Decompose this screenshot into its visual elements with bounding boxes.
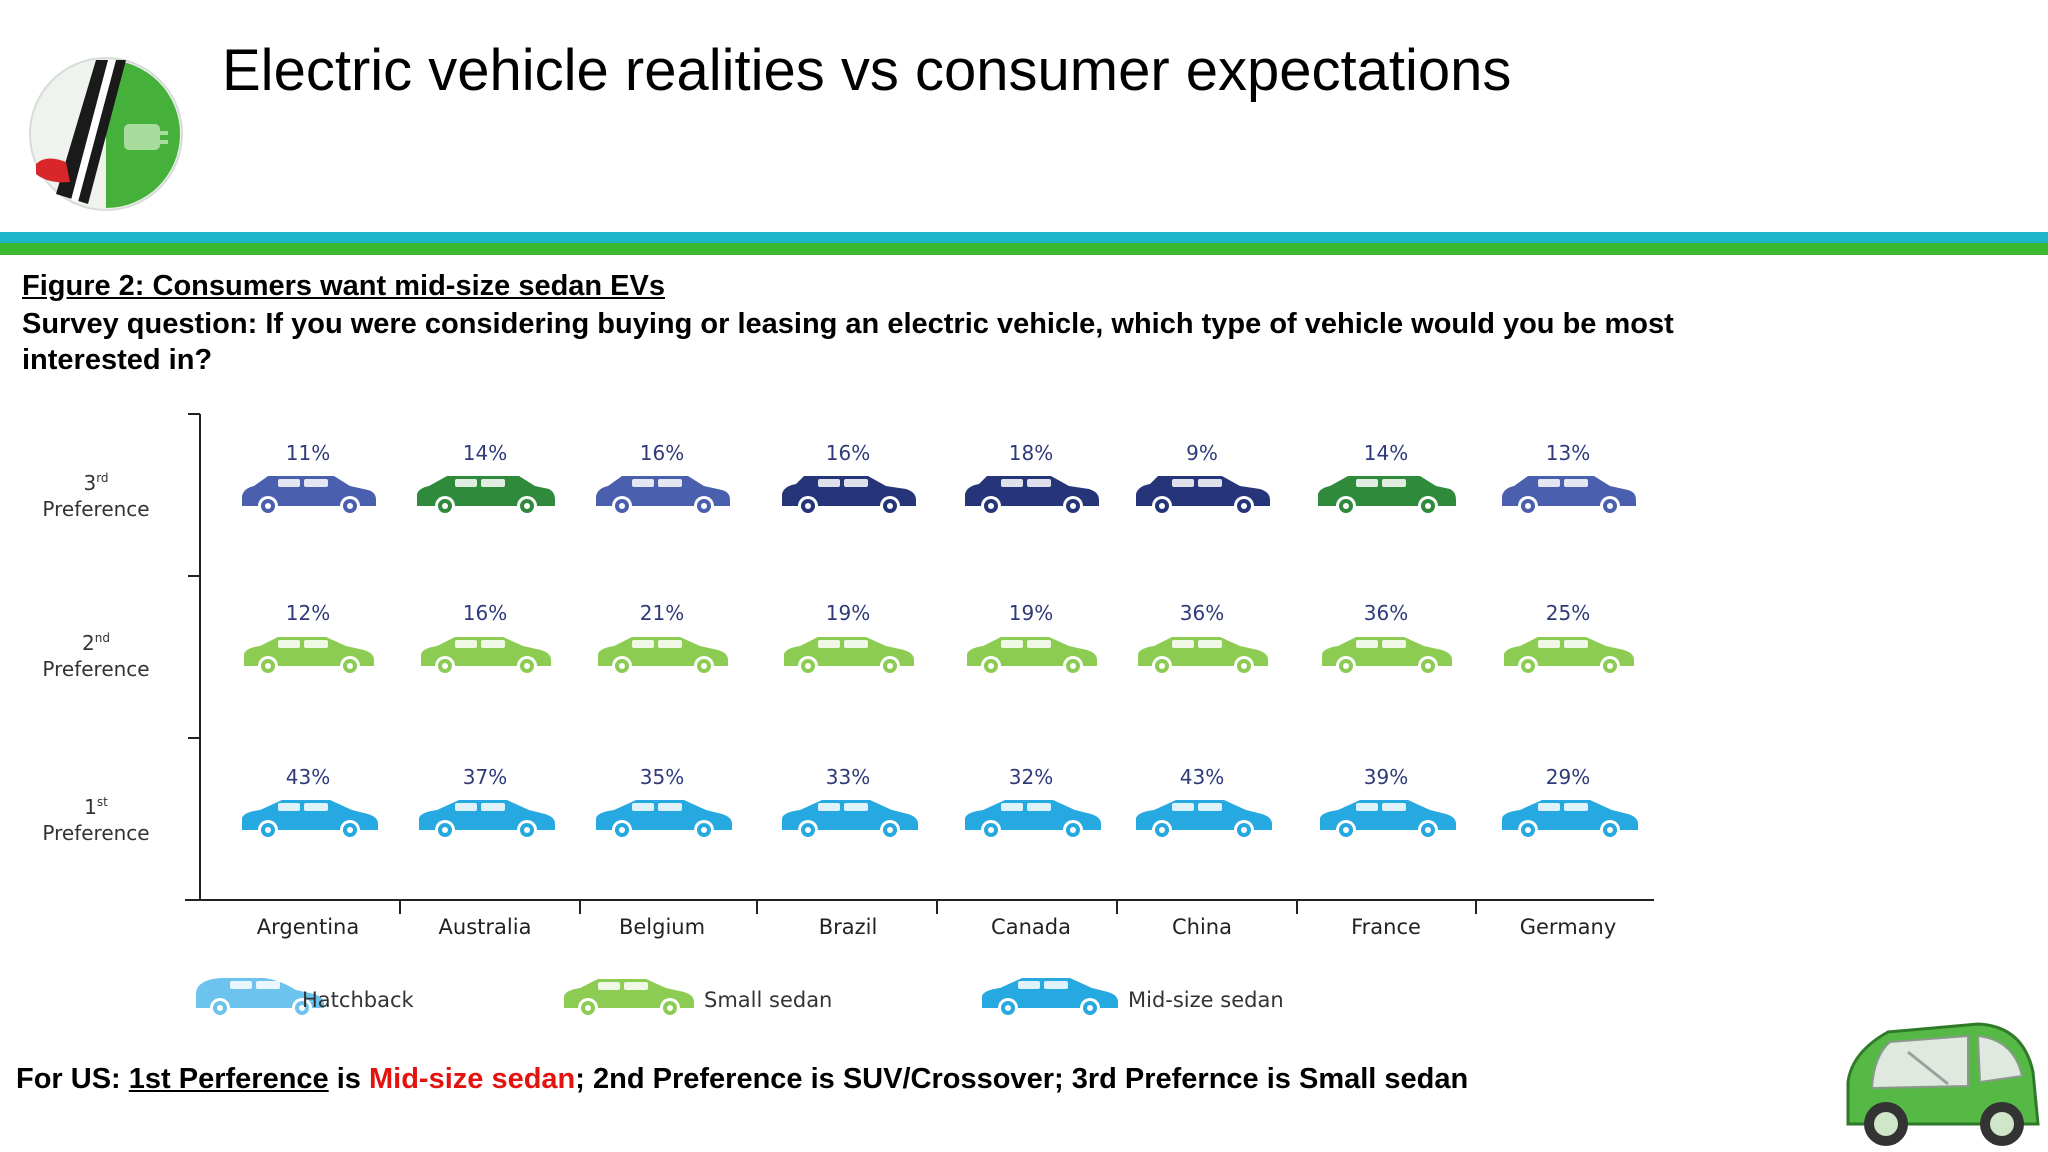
header-divider-green: [0, 243, 2048, 255]
survey-question: Survey question: If you were considering…: [22, 308, 1674, 376]
car-crossover-icon: [782, 476, 916, 516]
category-label: Australia: [439, 915, 532, 939]
row-label-text: Preference: [42, 821, 149, 845]
footer-first-pref: 1st Perference: [128, 1063, 329, 1095]
legend-label: Hatchback: [302, 988, 414, 1012]
category-label: France: [1351, 915, 1421, 939]
car-small-sedan-icon: [784, 637, 914, 676]
car-small-sedan-icon: [1138, 637, 1268, 676]
car-small-sedan-icon: [1322, 637, 1452, 676]
legend-label: Small sedan: [704, 988, 832, 1012]
page-title: Electric vehicle realities vs consumer e…: [222, 38, 1512, 103]
value-label: 43%: [1180, 765, 1224, 789]
value-label: 16%: [826, 441, 870, 465]
value-label: 21%: [640, 601, 684, 625]
value-label: 25%: [1546, 601, 1590, 625]
car-small-sedan-icon: [421, 637, 551, 676]
value-label: 14%: [1364, 441, 1408, 465]
category-label: Germany: [1520, 915, 1617, 939]
footer-prefix: For US:: [16, 1063, 129, 1095]
row-label-rank: 3rd: [83, 471, 108, 495]
car-midsize-sedan-icon: [782, 800, 918, 840]
car-crossover-icon: [965, 476, 1099, 516]
legend-label: Mid-size sedan: [1128, 988, 1284, 1012]
value-label: 12%: [286, 601, 330, 625]
value-label: 36%: [1364, 601, 1408, 625]
legend-midsize-sedan-icon: [982, 978, 1118, 1018]
car-midsize-sedan-icon: [1136, 800, 1272, 840]
car-suv-icon: [1502, 476, 1636, 516]
category-label: Canada: [991, 915, 1071, 939]
value-label: 19%: [826, 601, 870, 625]
category-label: China: [1172, 915, 1232, 939]
row-label-rank: 1st: [84, 795, 108, 819]
category-label: Brazil: [819, 915, 878, 939]
value-label: 16%: [640, 441, 684, 465]
footer-is: is: [328, 1063, 369, 1095]
value-label: 33%: [826, 765, 870, 789]
value-label: 39%: [1364, 765, 1408, 789]
header-divider-teal: [0, 232, 2048, 243]
car-crossover-icon: [1136, 476, 1270, 516]
value-label: 37%: [463, 765, 507, 789]
value-label: 29%: [1546, 765, 1590, 789]
car-midsize-sedan-icon: [242, 800, 378, 840]
value-label: 18%: [1009, 441, 1053, 465]
value-label: 35%: [640, 765, 684, 789]
car-midsize-sedan-icon: [419, 800, 555, 840]
row-label-text: Preference: [42, 497, 149, 521]
preference-chart: 3rdPreference2ndPreference1stPreference …: [42, 413, 1654, 1018]
value-label: 11%: [286, 441, 330, 465]
car-suv-icon: [596, 476, 730, 516]
car-midsize-sedan-icon: [596, 800, 732, 840]
value-label: 13%: [1546, 441, 1590, 465]
value-label: 16%: [463, 601, 507, 625]
car-midsize-sedan-icon: [1320, 800, 1456, 840]
car-midsize-sedan-icon: [965, 800, 1101, 840]
smart-car-icon: [1846, 1022, 2040, 1146]
value-label: 32%: [1009, 765, 1053, 789]
value-label: 14%: [463, 441, 507, 465]
car-wagon-icon: [1318, 476, 1456, 516]
car-wagon-icon: [417, 476, 555, 516]
category-label: Argentina: [257, 915, 359, 939]
car-midsize-sedan-icon: [1502, 800, 1638, 840]
footer-rest: ; 2nd Preference is SUV/Crossover; 3rd P…: [575, 1063, 1469, 1095]
category-label: Belgium: [619, 915, 705, 939]
car-small-sedan-icon: [967, 637, 1097, 676]
footer-first-value: Mid-size sedan: [369, 1063, 576, 1095]
car-small-sedan-icon: [1504, 637, 1634, 676]
value-label: 19%: [1009, 601, 1053, 625]
car-small-sedan-icon: [244, 637, 374, 676]
row-label-text: Preference: [42, 657, 149, 681]
legend-hatchback-icon: [196, 978, 324, 1018]
footer-note: For US: 1st Perference is Mid-size sedan…: [16, 1063, 1468, 1096]
car-small-sedan-icon: [598, 637, 728, 676]
row-label-rank: 2nd: [82, 631, 110, 655]
legend-small-sedan-icon: [564, 979, 694, 1018]
value-label: 36%: [1180, 601, 1224, 625]
ev-logo-icon: [29, 57, 183, 211]
car-suv-icon: [242, 476, 376, 516]
value-label: 9%: [1186, 441, 1218, 465]
figure-title: Figure 2: Consumers want mid-size sedan …: [22, 270, 665, 302]
value-label: 43%: [286, 765, 330, 789]
